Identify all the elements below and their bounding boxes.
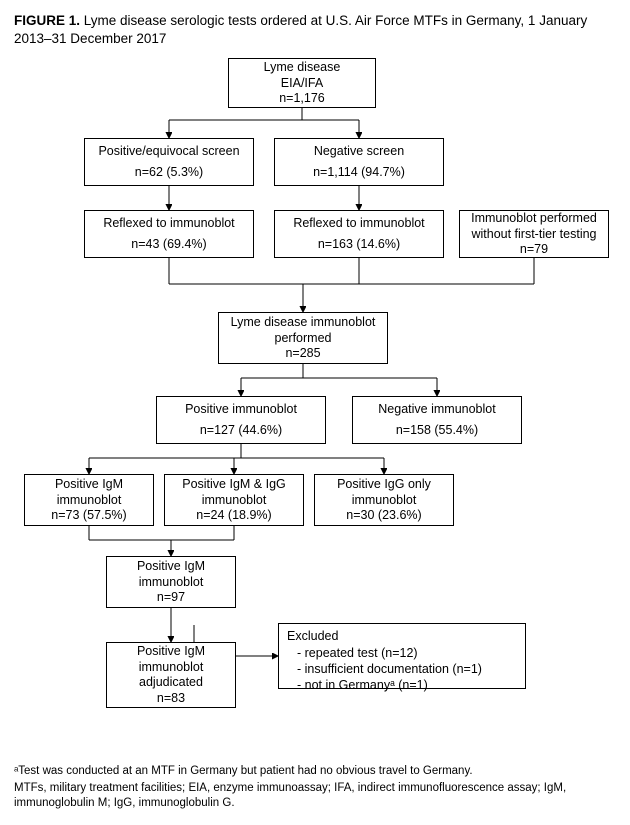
footnote-a: ᵃTest was conducted at an MTF in Germany… <box>14 764 616 779</box>
node-positive-screen: Positive/equivocal screen n=62 (5.3%) <box>84 138 254 186</box>
node-line: performed <box>275 331 332 347</box>
footnote-abbr: MTFs, military treatment facilities; EIA… <box>14 781 616 811</box>
node-line: Positive IgM <box>137 644 205 660</box>
node-line: n=30 (23.6%) <box>346 508 421 524</box>
figure-label: FIGURE 1. <box>14 13 80 28</box>
node-line: n=285 <box>285 346 320 362</box>
excluded-header: Excluded <box>287 628 517 644</box>
node-line: Positive IgM & IgG <box>182 477 286 493</box>
node-line: n=97 <box>157 590 185 606</box>
node-line: Lyme disease <box>264 60 341 76</box>
node-line: Lyme disease immunoblot <box>231 315 376 331</box>
node-line: without first-tier testing <box>471 227 596 243</box>
node-line: Negative screen <box>314 144 404 160</box>
node-line: EIA/IFA <box>281 76 323 92</box>
node-line: Reflexed to immunoblot <box>103 216 234 232</box>
node-line: immunoblot <box>139 575 204 591</box>
node-line: n=62 (5.3%) <box>135 165 203 181</box>
node-line: Positive IgG only <box>337 477 431 493</box>
node-line: n=24 (18.9%) <box>196 508 271 524</box>
node-positive-immunoblot: Positive immunoblot n=127 (44.6%) <box>156 396 326 444</box>
node-line: n=1,176 <box>279 91 325 107</box>
node-no-first-tier: Immunoblot performed without first-tier … <box>459 210 609 258</box>
node-line: n=79 <box>520 242 548 258</box>
node-reflex-neg: Reflexed to immunoblot n=163 (14.6%) <box>274 210 444 258</box>
footnotes: ᵃTest was conducted at an MTF in Germany… <box>14 764 616 811</box>
node-line: immunoblot <box>139 660 204 676</box>
node-line: immunoblot <box>352 493 417 509</box>
node-negative-screen: Negative screen n=1,114 (94.7%) <box>274 138 444 186</box>
node-line: Negative immunoblot <box>378 402 495 418</box>
node-line: Immunoblot performed <box>471 211 597 227</box>
node-immunoblot-performed: Lyme disease immunoblot performed n=285 <box>218 312 388 364</box>
node-line: n=43 (69.4%) <box>131 237 206 253</box>
figure-title-text: Lyme disease serologic tests ordered at … <box>14 13 587 46</box>
node-line: n=158 (55.4%) <box>396 423 478 439</box>
node-line: Reflexed to immunoblot <box>293 216 424 232</box>
figure-caption: FIGURE 1. Lyme disease serologic tests o… <box>14 12 616 48</box>
node-excluded: Excluded - repeated test (n=12) - insuff… <box>278 623 526 689</box>
excluded-item: - not in Germanyᵃ (n=1) <box>287 677 517 693</box>
node-igm: Positive IgM immunoblot n=73 (57.5%) <box>24 474 154 526</box>
node-line: n=73 (57.5%) <box>51 508 126 524</box>
node-root: Lyme disease EIA/IFA n=1,176 <box>228 58 376 108</box>
node-line: Positive/equivocal screen <box>98 144 239 160</box>
node-line: n=127 (44.6%) <box>200 423 282 439</box>
node-negative-immunoblot: Negative immunoblot n=158 (55.4%) <box>352 396 522 444</box>
excluded-item: - repeated test (n=12) <box>287 645 517 661</box>
node-line: n=163 (14.6%) <box>318 237 400 253</box>
node-line: Positive immunoblot <box>185 402 297 418</box>
node-line: Positive IgM <box>55 477 123 493</box>
node-adjudicated: Positive IgM immunoblot adjudicated n=83 <box>106 642 236 708</box>
flowchart: Lyme disease EIA/IFA n=1,176 Positive/eq… <box>14 58 616 758</box>
node-line: n=1,114 (94.7%) <box>313 165 405 181</box>
node-igm-igg: Positive IgM & IgG immunoblot n=24 (18.9… <box>164 474 304 526</box>
node-line: immunoblot <box>57 493 122 509</box>
node-igg-only: Positive IgG only immunoblot n=30 (23.6%… <box>314 474 454 526</box>
node-igm-97: Positive IgM immunoblot n=97 <box>106 556 236 608</box>
node-line: immunoblot <box>202 493 267 509</box>
node-line: Positive IgM <box>137 559 205 575</box>
node-line: n=83 <box>157 691 185 707</box>
excluded-item: - insufficient documentation (n=1) <box>287 661 517 677</box>
node-line: adjudicated <box>139 675 203 691</box>
node-reflex-pos: Reflexed to immunoblot n=43 (69.4%) <box>84 210 254 258</box>
